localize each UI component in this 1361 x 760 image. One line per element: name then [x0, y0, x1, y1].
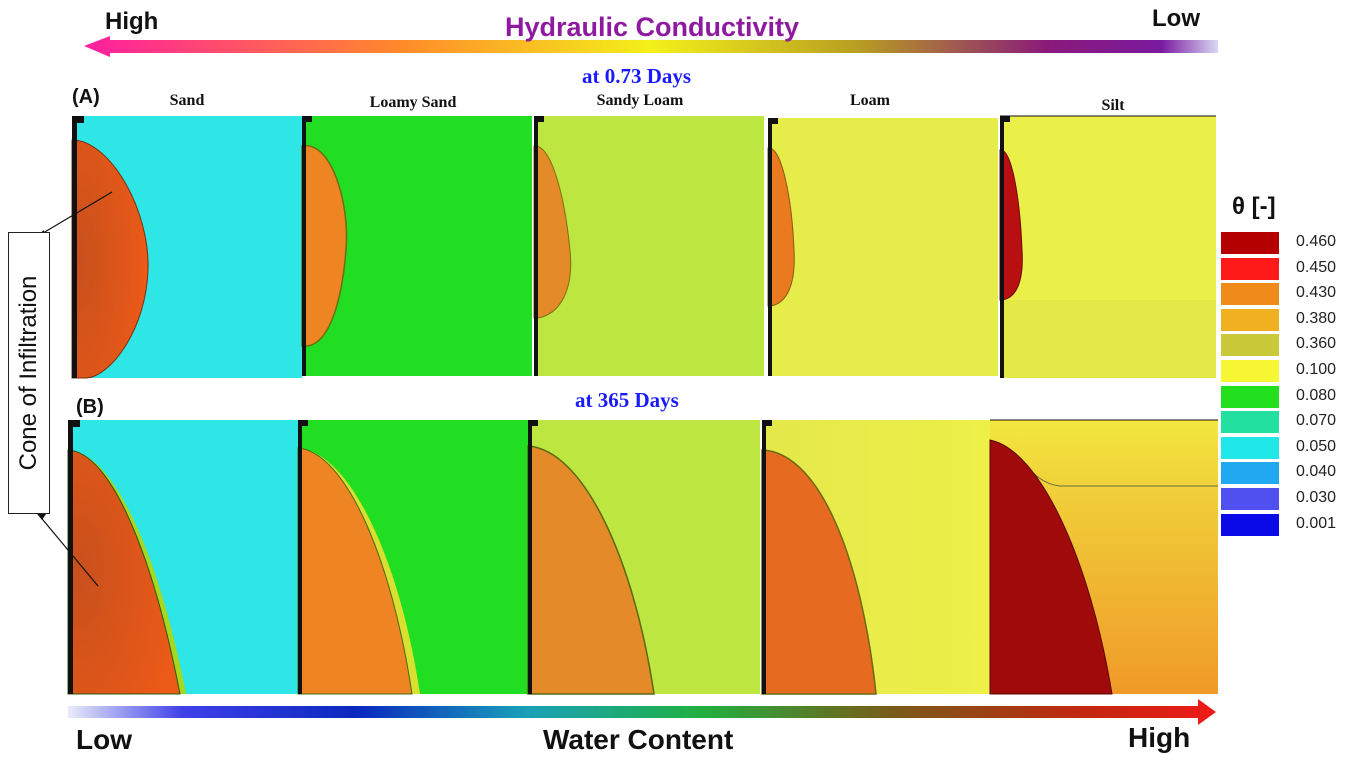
- legend-value: 0.070: [1296, 412, 1337, 430]
- legend-item: 0.040: [1221, 461, 1351, 487]
- soil-name-loamy-sand: Loamy Sand: [369, 94, 457, 111]
- legend-value: 0.050: [1296, 437, 1337, 455]
- panel-b-loam: [761, 420, 990, 695]
- legend-value: 0.430: [1296, 284, 1337, 302]
- legend-swatch: [1221, 283, 1279, 306]
- legend-value: 0.380: [1296, 309, 1337, 327]
- legend-item: 0.360: [1221, 333, 1351, 359]
- legend-item: 0.001: [1221, 513, 1351, 539]
- panel-b-sandy-loam: [527, 420, 760, 695]
- legend-value: 0.450: [1296, 258, 1337, 276]
- legend-value: 0.030: [1296, 489, 1337, 506]
- panel-a-loam: [767, 118, 998, 376]
- panel-a-time-label: at 0.73 Days: [582, 64, 692, 88]
- legend-title: θ [-]: [1232, 193, 1276, 220]
- legend-item: 0.380: [1221, 308, 1351, 334]
- legend-value: 0.001: [1296, 514, 1337, 532]
- legend-value: 0.100: [1296, 361, 1337, 378]
- panel-a-letter: (A): [72, 86, 100, 108]
- legend-swatch: [1221, 257, 1279, 280]
- legend-swatch: [1221, 513, 1279, 536]
- soil-name-silt: Silt: [1101, 97, 1125, 114]
- soil-name-sandy-loam: Sandy Loam: [596, 92, 684, 109]
- legend-swatch: [1221, 232, 1279, 254]
- panel-b-time-label: at 365 Days: [575, 388, 679, 412]
- panel-a-loamy-sand: [301, 116, 532, 376]
- top-low-label: Low: [1152, 5, 1200, 32]
- legend-value: 0.080: [1296, 386, 1337, 404]
- panel-a-sandy-loam: [533, 116, 764, 376]
- legend-swatch: [1221, 411, 1279, 434]
- cone-of-infiltration-box: Cone of Infiltration: [8, 232, 50, 514]
- legend-item: 0.080: [1221, 385, 1351, 411]
- legend-swatch: [1221, 308, 1279, 331]
- legend-item: 0.430: [1221, 282, 1351, 308]
- water-content-title: Water Content: [543, 724, 734, 755]
- legend-item: 0.070: [1221, 410, 1351, 436]
- hydraulic-conductivity-title: Hydraulic Conductivity: [505, 12, 800, 42]
- top-high-label: High: [105, 8, 159, 35]
- cone-of-infiltration-label: Cone of Infiltration: [15, 275, 42, 471]
- legend-value: 0.460: [1296, 233, 1337, 250]
- panel-b-sand: [67, 420, 300, 695]
- legend-item: 0.100: [1221, 359, 1351, 385]
- panel-b-silt: [989, 419, 1218, 695]
- legend-swatch: [1221, 488, 1279, 510]
- panel-b-loamy-sand: [297, 420, 528, 695]
- legend-value: 0.360: [1296, 335, 1337, 353]
- panel-a-sand: [71, 116, 302, 379]
- soil-name-loam: Loam: [850, 92, 890, 109]
- legend-item: 0.050: [1221, 436, 1351, 462]
- soil-name-sand: Sand: [169, 92, 205, 109]
- legend-item: 0.030: [1221, 487, 1351, 513]
- legend-swatch: [1221, 334, 1279, 357]
- legend-item: 0.460: [1221, 231, 1351, 257]
- legend-swatch: [1221, 436, 1279, 459]
- bottom-low-label: Low: [76, 724, 132, 755]
- hydraulic-conductivity-arrow: [84, 36, 1218, 57]
- bottom-high-label: High: [1128, 722, 1191, 753]
- legend-swatch: [1221, 360, 1279, 382]
- legend-swatch: [1221, 385, 1279, 408]
- panel-a-silt: [999, 115, 1216, 378]
- legend-value: 0.040: [1296, 463, 1337, 481]
- panel-b-letter: (B): [76, 396, 104, 418]
- legend-item: 0.450: [1221, 257, 1351, 283]
- legend-swatch: [1221, 462, 1279, 485]
